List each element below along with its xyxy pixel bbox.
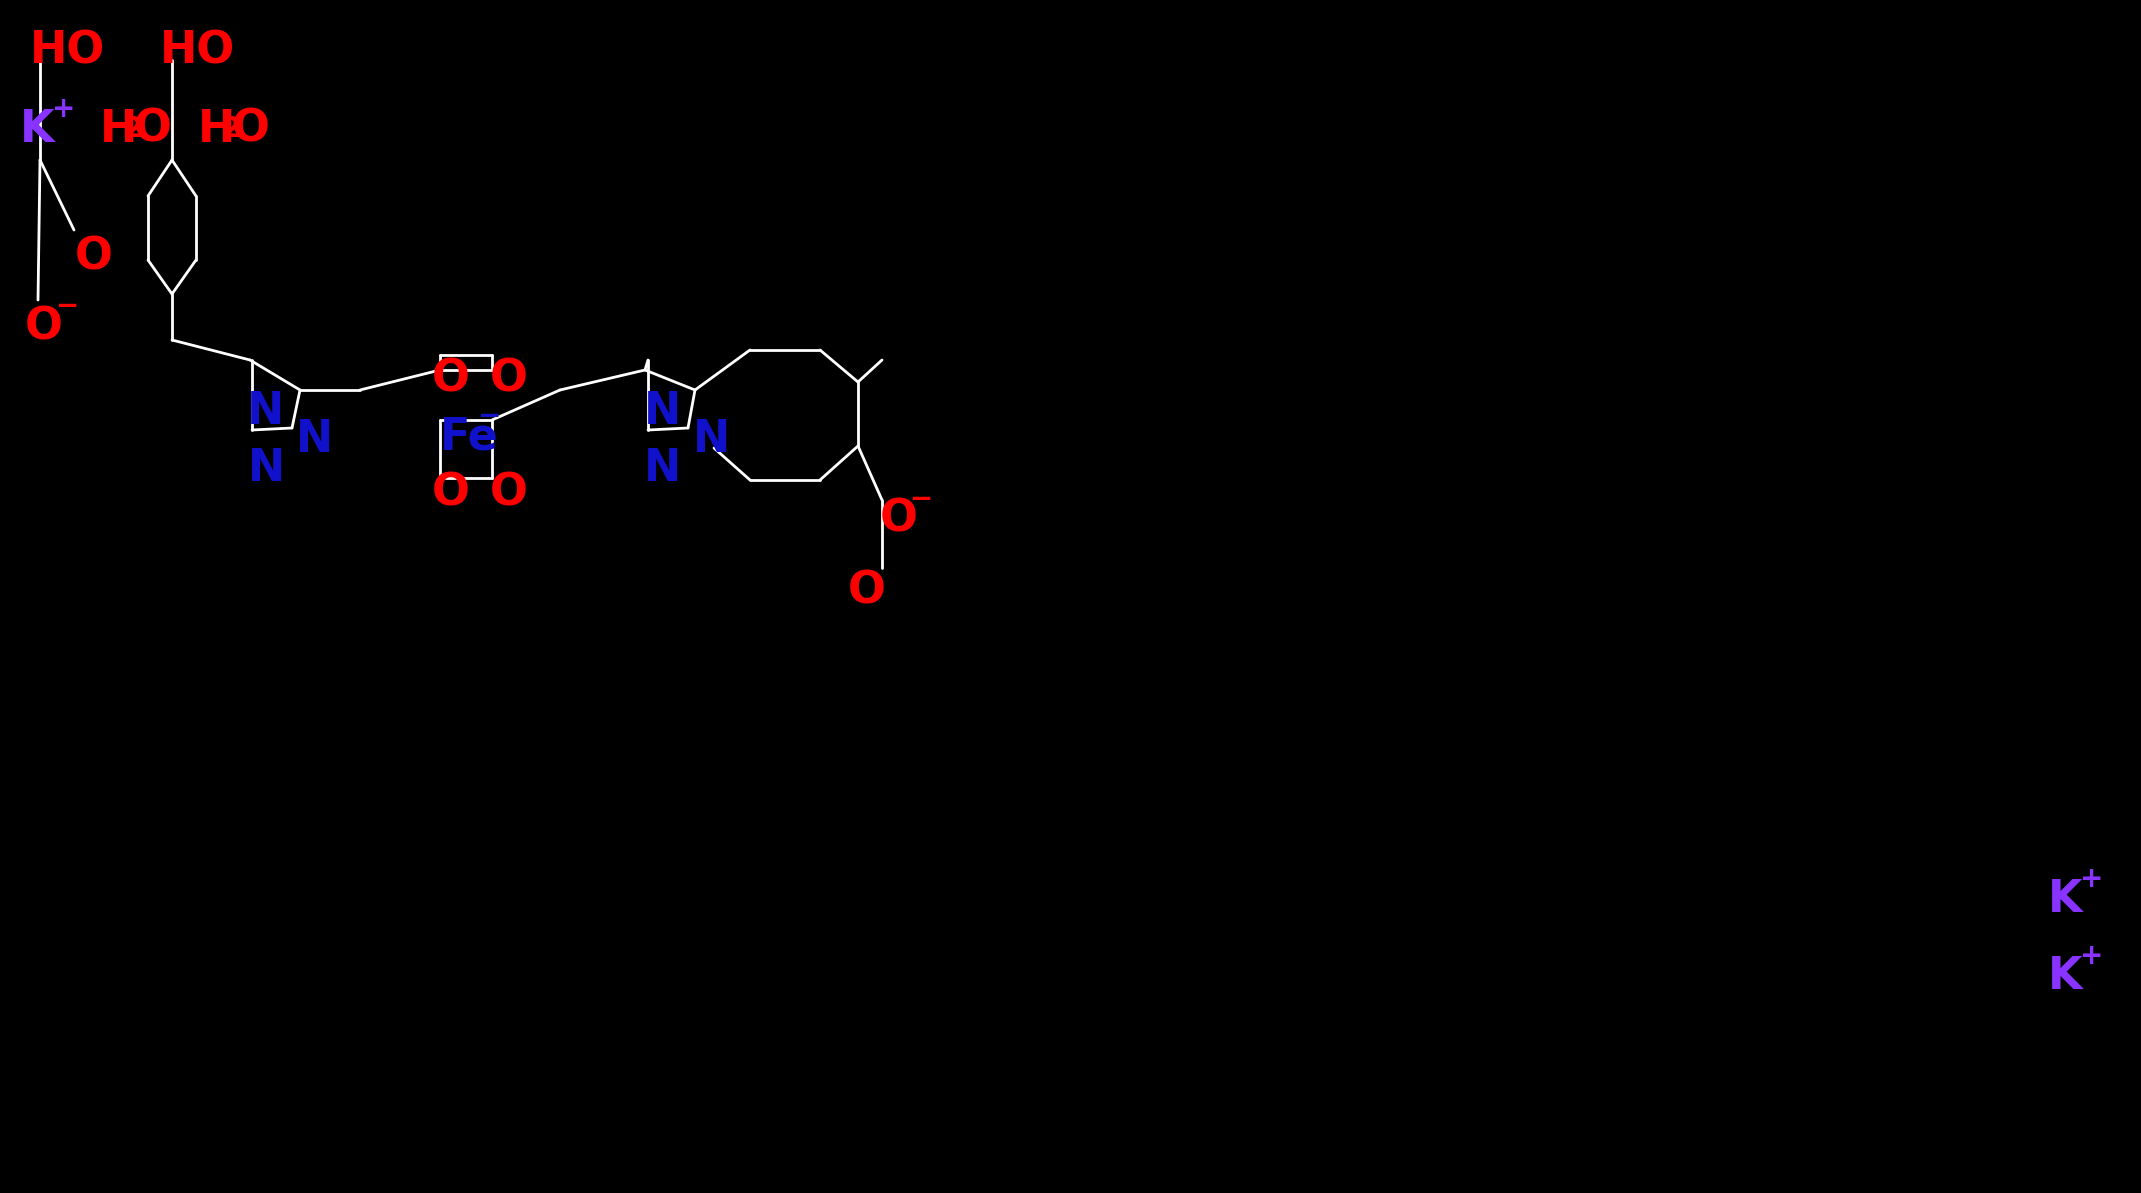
Text: K: K [2049, 878, 2083, 921]
Text: Fe: Fe [441, 415, 499, 458]
Text: −: − [56, 292, 79, 320]
Text: O: O [26, 305, 62, 348]
Text: O: O [135, 109, 171, 152]
Text: +: + [51, 95, 75, 123]
Text: K: K [19, 109, 54, 152]
Text: +: + [2081, 942, 2102, 970]
Text: O: O [432, 472, 469, 515]
Text: H: H [101, 109, 137, 152]
Text: O: O [75, 235, 113, 278]
Text: HO: HO [161, 30, 236, 73]
Text: N: N [644, 447, 681, 490]
Text: N: N [644, 390, 681, 433]
Text: −: − [477, 402, 501, 429]
Text: N: N [246, 390, 285, 433]
Text: O: O [490, 472, 529, 515]
Text: 2: 2 [223, 115, 242, 143]
Text: H: H [197, 109, 236, 152]
Text: O: O [880, 497, 918, 540]
Text: 2: 2 [124, 115, 143, 143]
Text: N: N [694, 418, 730, 460]
Text: O: O [432, 358, 469, 401]
Text: −: − [910, 486, 933, 513]
Text: N: N [248, 447, 285, 490]
Text: O: O [490, 358, 529, 401]
Text: HO: HO [30, 30, 105, 73]
Text: O: O [231, 109, 270, 152]
Text: N: N [295, 418, 334, 460]
Text: K: K [2049, 956, 2083, 999]
Text: +: + [2081, 865, 2102, 894]
Text: O: O [848, 570, 886, 613]
